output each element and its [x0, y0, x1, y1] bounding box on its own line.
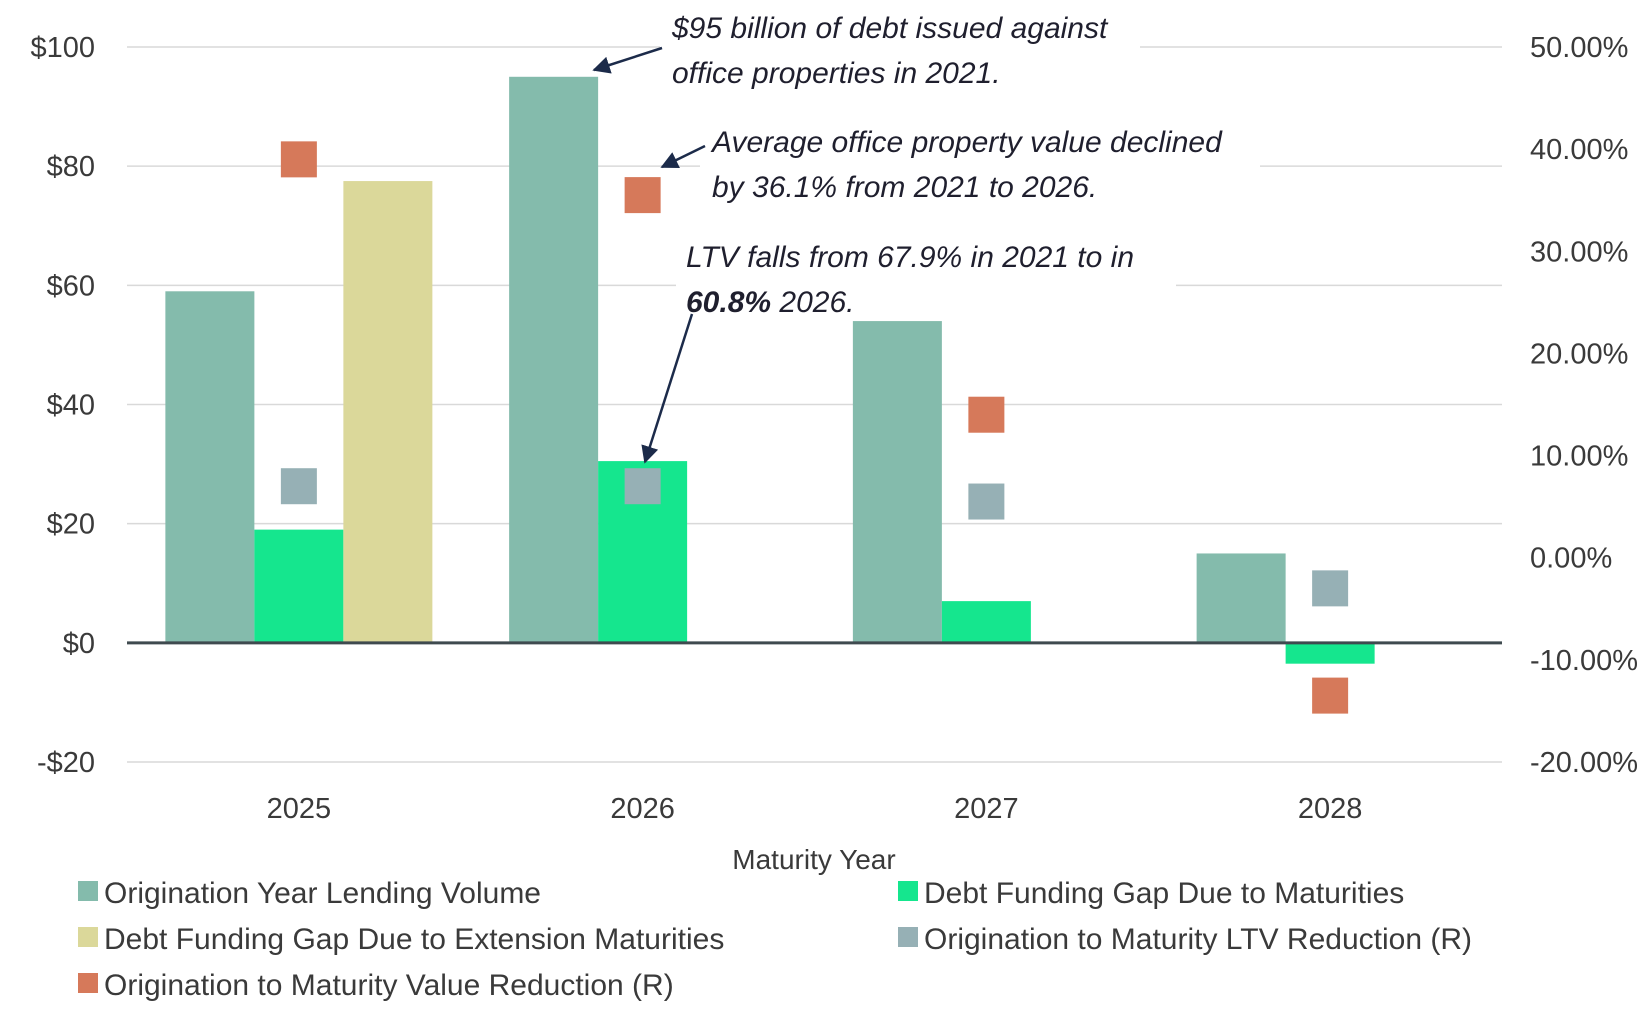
- legend-swatch: [78, 881, 98, 901]
- annotation-debt-issued-line2: office properties in 2021.: [672, 57, 1001, 90]
- legend-label: Origination to Maturity LTV Reduction (R…: [924, 923, 1472, 956]
- marker-point: [280, 141, 317, 178]
- legend-item: Origination to Maturity Value Reduction …: [78, 969, 674, 1002]
- y-right-tick-label: -20.00%: [1530, 747, 1638, 779]
- legend-swatch: [78, 927, 98, 947]
- annotation-backdrop: [700, 118, 1260, 208]
- legend-item: Origination Year Lending Volume: [78, 877, 541, 910]
- y-left-tick-label: $20: [47, 509, 95, 541]
- y-right-tick-label: 20.00%: [1530, 338, 1628, 370]
- x-axis-title: Maturity Year: [732, 844, 895, 875]
- bar: [1196, 553, 1286, 643]
- annotation-value-decline-line2: by 36.1% from 2021 to 2026.: [712, 171, 1097, 204]
- legend-label: Origination Year Lending Volume: [104, 877, 541, 910]
- legend: Origination Year Lending Volume Debt Fund…: [78, 877, 1472, 1002]
- bar: [509, 76, 599, 643]
- markers: [280, 141, 1349, 714]
- y-left-tick-label: $60: [47, 270, 95, 302]
- annotation-backdrop: [660, 6, 1140, 94]
- y-right-tick-label: 10.00%: [1530, 441, 1628, 473]
- legend-item: Debt Funding Gap Due to Maturities: [898, 877, 1404, 910]
- legend-item: Debt Funding Gap Due to Extension Maturi…: [78, 923, 724, 956]
- bar: [254, 529, 344, 643]
- y-right-tick-label: 40.00%: [1530, 134, 1628, 166]
- annotation-arrow: [592, 46, 663, 74]
- legend-label: Debt Funding Gap Due to Extension Maturi…: [104, 923, 724, 956]
- bar: [343, 181, 433, 643]
- y-right-tick-label: 30.00%: [1530, 236, 1628, 268]
- y-left-tick-label: -$20: [37, 747, 95, 779]
- marker-point: [280, 468, 317, 505]
- annotation-arrow: [641, 313, 694, 464]
- marker-point: [624, 468, 661, 505]
- annotation-backdrop: [676, 233, 1176, 321]
- bar: [941, 601, 1031, 643]
- legend-swatch: [898, 881, 918, 901]
- y-left-tick-label: $40: [47, 390, 95, 422]
- y-left-tick-label: $100: [30, 32, 95, 64]
- x-tick-label: 2026: [610, 793, 675, 825]
- legend-label: Origination to Maturity Value Reduction …: [104, 969, 674, 1002]
- legend-item: Origination to Maturity LTV Reduction (R…: [898, 923, 1472, 956]
- legend-swatch: [78, 973, 98, 993]
- bar: [1285, 642, 1375, 664]
- x-tick-label: 2028: [1298, 793, 1363, 825]
- y-right-tick-label: 0.00%: [1530, 543, 1612, 575]
- bars: [165, 76, 1375, 664]
- x-tick-label: 2025: [267, 793, 332, 825]
- y-left-tick-label: $80: [47, 151, 95, 183]
- annotation-ltv-bold: 60.8%: [686, 286, 771, 319]
- legend-swatch: [898, 927, 918, 947]
- annotation-arrow: [660, 144, 706, 169]
- annotations: $95 billion of debt issued against office…: [592, 6, 1260, 464]
- marker-point: [1312, 570, 1349, 607]
- annotation-debt-issued-line1: $95 billion of debt issued against: [671, 12, 1109, 45]
- bar: [165, 291, 255, 643]
- y-right-tick-label: -10.00%: [1530, 645, 1638, 677]
- annotation-value-decline-line1: Average office property value declined: [710, 126, 1223, 159]
- bar: [852, 321, 942, 643]
- tick-labels: -$20 $0 $20 $40 $60 $80 $100 -20.00% -10.00% 0.00…: [30, 32, 1638, 875]
- marker-point: [968, 483, 1005, 520]
- x-tick-label: 2027: [954, 793, 1019, 825]
- y-right-tick-label: 50.00%: [1530, 32, 1628, 64]
- marker-point: [1312, 677, 1349, 714]
- annotation-ltv-line2: 60.8% 2026.: [686, 286, 855, 319]
- y-left-tick-label: $0: [63, 628, 95, 660]
- annotation-ltv-rest: 2026.: [771, 286, 854, 319]
- marker-point: [624, 177, 661, 214]
- marker-point: [968, 396, 1005, 433]
- annotation-ltv-line1: LTV falls from 67.9% in 2021 to in: [686, 241, 1134, 274]
- legend-label: Debt Funding Gap Due to Maturities: [924, 877, 1404, 910]
